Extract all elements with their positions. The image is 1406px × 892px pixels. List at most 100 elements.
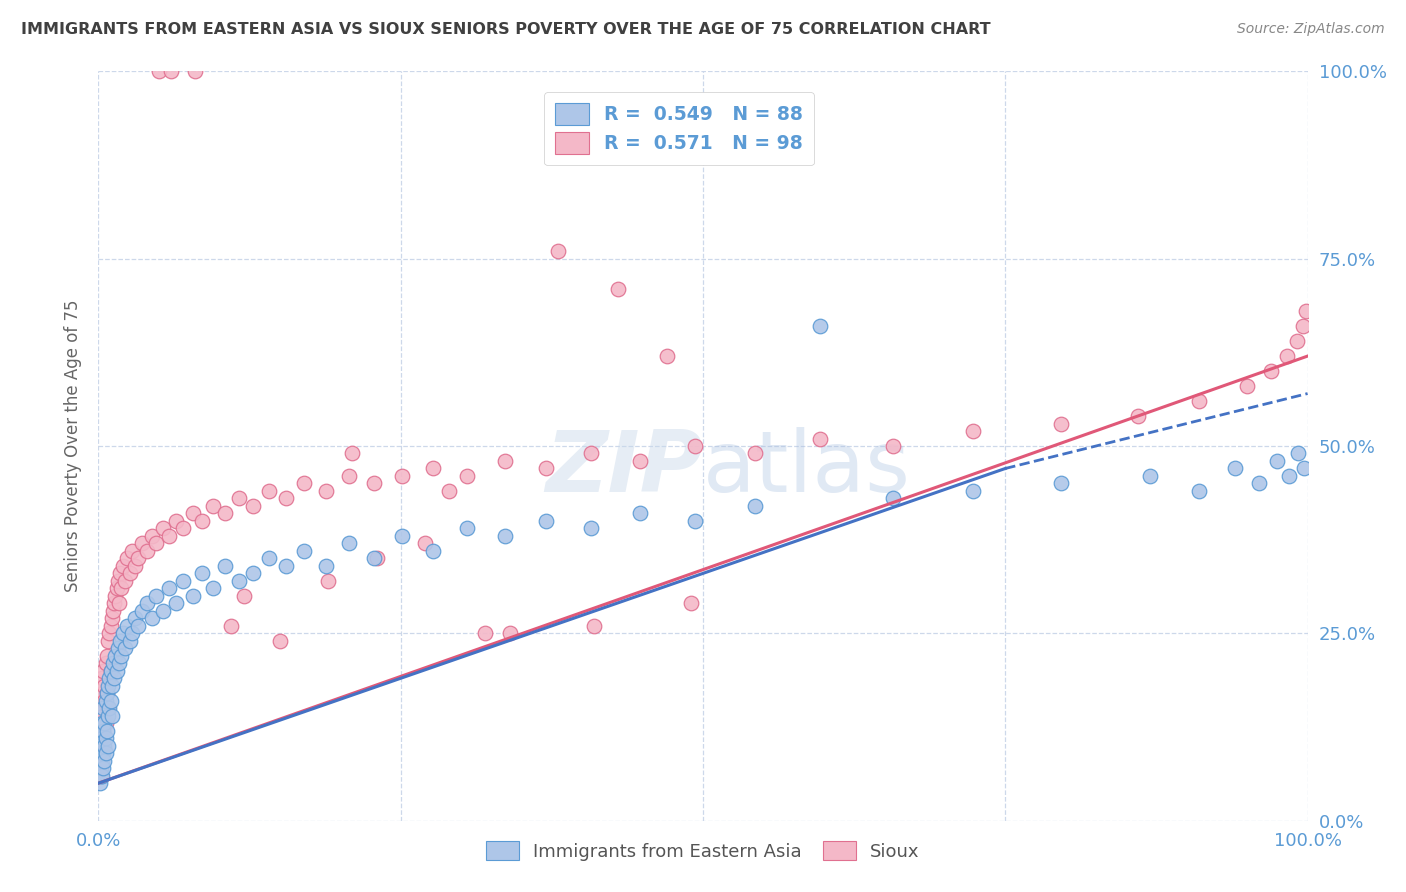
Point bbox=[97, 701, 120, 715]
Point bbox=[157, 582, 180, 596]
Point bbox=[96, 686, 118, 700]
Point bbox=[1260, 364, 1282, 378]
Point bbox=[534, 514, 557, 528]
Point bbox=[96, 648, 118, 663]
Point bbox=[91, 708, 114, 723]
Point bbox=[679, 596, 702, 610]
Point bbox=[90, 731, 112, 746]
Point bbox=[98, 626, 121, 640]
Point bbox=[337, 536, 360, 550]
Point bbox=[494, 454, 516, 468]
Point bbox=[117, 619, 139, 633]
Point bbox=[1285, 334, 1308, 348]
Point bbox=[89, 716, 111, 731]
Point bbox=[91, 723, 114, 738]
Point bbox=[214, 507, 236, 521]
Point bbox=[141, 611, 163, 625]
Text: atlas: atlas bbox=[703, 427, 911, 510]
Point bbox=[91, 761, 114, 775]
Point bbox=[808, 432, 831, 446]
Point bbox=[363, 551, 385, 566]
Point bbox=[494, 529, 516, 543]
Point bbox=[437, 483, 460, 498]
Point bbox=[1286, 446, 1309, 460]
Point bbox=[104, 648, 127, 663]
Point bbox=[269, 633, 291, 648]
Point bbox=[89, 754, 111, 768]
Point bbox=[655, 349, 678, 363]
Point bbox=[181, 507, 204, 521]
Text: ZIP: ZIP bbox=[546, 427, 703, 510]
Point bbox=[1249, 476, 1271, 491]
Point bbox=[160, 64, 183, 78]
Point bbox=[316, 574, 339, 588]
Point bbox=[117, 551, 139, 566]
Point bbox=[100, 694, 122, 708]
Point bbox=[91, 769, 114, 783]
Point bbox=[257, 483, 280, 498]
Point bbox=[413, 536, 436, 550]
Point bbox=[124, 558, 146, 573]
Y-axis label: Seniors Poverty Over the Age of 75: Seniors Poverty Over the Age of 75 bbox=[65, 300, 83, 592]
Point bbox=[131, 604, 153, 618]
Point bbox=[94, 694, 117, 708]
Point bbox=[202, 582, 225, 596]
Point bbox=[1223, 461, 1246, 475]
Point bbox=[91, 664, 114, 678]
Point bbox=[366, 551, 388, 566]
Point bbox=[93, 716, 115, 731]
Point bbox=[242, 566, 264, 581]
Point bbox=[97, 739, 120, 753]
Point bbox=[110, 582, 132, 596]
Point bbox=[221, 619, 243, 633]
Point bbox=[135, 544, 157, 558]
Point bbox=[962, 424, 984, 438]
Point bbox=[214, 558, 236, 573]
Point bbox=[1236, 379, 1258, 393]
Point bbox=[91, 723, 114, 738]
Point bbox=[121, 544, 143, 558]
Point bbox=[104, 589, 127, 603]
Point bbox=[683, 439, 706, 453]
Point bbox=[1188, 394, 1211, 409]
Point bbox=[274, 491, 297, 506]
Point bbox=[628, 507, 651, 521]
Point bbox=[91, 746, 114, 760]
Point bbox=[97, 633, 120, 648]
Point bbox=[91, 686, 114, 700]
Point bbox=[337, 469, 360, 483]
Point bbox=[456, 469, 478, 483]
Point bbox=[1050, 476, 1073, 491]
Point bbox=[118, 633, 141, 648]
Point bbox=[1050, 417, 1073, 431]
Point bbox=[127, 619, 149, 633]
Point bbox=[141, 529, 163, 543]
Point bbox=[89, 739, 111, 753]
Point bbox=[422, 461, 444, 475]
Point bbox=[103, 671, 125, 685]
Point bbox=[808, 319, 831, 334]
Point bbox=[202, 499, 225, 513]
Point bbox=[101, 657, 124, 671]
Point bbox=[91, 731, 114, 746]
Point bbox=[583, 619, 606, 633]
Point bbox=[131, 536, 153, 550]
Point bbox=[181, 589, 204, 603]
Point bbox=[108, 566, 131, 581]
Point bbox=[100, 611, 122, 625]
Point bbox=[94, 731, 117, 746]
Point bbox=[90, 746, 112, 760]
Point bbox=[101, 604, 124, 618]
Point bbox=[191, 514, 214, 528]
Point bbox=[105, 582, 128, 596]
Point bbox=[93, 754, 115, 768]
Point bbox=[391, 529, 413, 543]
Point bbox=[90, 769, 112, 783]
Point bbox=[242, 499, 264, 513]
Point bbox=[145, 589, 167, 603]
Point bbox=[98, 671, 121, 685]
Point bbox=[100, 619, 122, 633]
Point bbox=[628, 454, 651, 468]
Text: Source: ZipAtlas.com: Source: ZipAtlas.com bbox=[1237, 22, 1385, 37]
Point bbox=[91, 671, 114, 685]
